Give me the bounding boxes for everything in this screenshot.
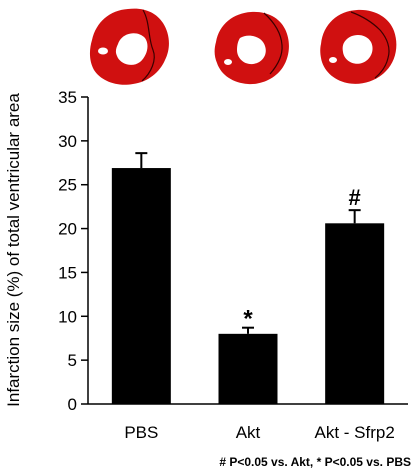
y-tick-label: 35	[58, 88, 77, 107]
y-tick-label: 20	[58, 220, 77, 239]
y-tick-label: 15	[58, 263, 77, 282]
significance-marker: *	[243, 306, 253, 333]
x-tick-label: PBS	[124, 423, 158, 442]
heart-section-pbs	[89, 8, 169, 85]
y-tick-label: 25	[58, 176, 77, 195]
y-tick-label: 30	[58, 132, 77, 151]
y-tick-label: 10	[58, 307, 77, 326]
significance-marker: #	[349, 185, 361, 210]
footnote: # P<0.05 vs. Akt, * P<0.05 vs. PBS	[219, 455, 411, 469]
heart-section-akt	[214, 11, 289, 85]
y-tick-label: 5	[68, 351, 77, 370]
bar	[218, 333, 278, 404]
bar	[111, 168, 171, 404]
bar	[325, 223, 385, 404]
y-tick-label: 0	[68, 395, 77, 414]
x-tick-label: Akt - Sfrp2	[315, 423, 395, 442]
y-axis-label: Infarction size (%) of total ventricular…	[4, 93, 23, 407]
heart-section-akt-sfrp2	[320, 9, 397, 84]
x-tick-label: Akt	[236, 423, 261, 442]
